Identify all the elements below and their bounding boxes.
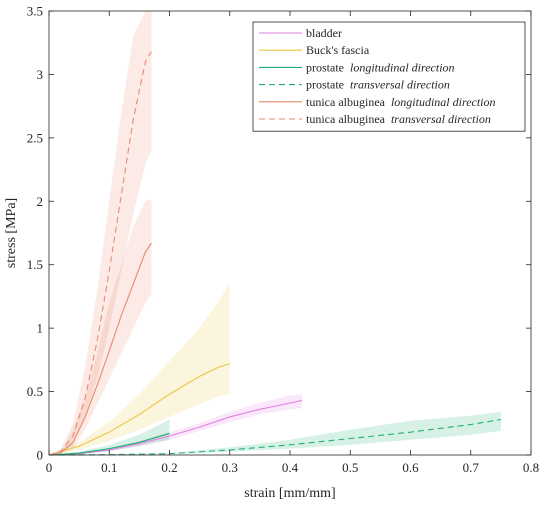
band-0 [49, 394, 303, 455]
series-line-0 [48, 399, 303, 456]
legend-label-5: tunica albuginea transversal direction [306, 112, 491, 126]
legend-label-1: Buck's fascia [306, 43, 370, 57]
series-line-5 [48, 51, 152, 456]
y-tick-label: 0 [37, 448, 44, 463]
band-3 [49, 411, 501, 455]
legend-label-main: prostate [306, 78, 344, 92]
series-lines [48, 51, 501, 456]
y-tick-label: 1 [37, 321, 44, 336]
legend-label-italic: longitudinal direction [391, 95, 496, 109]
y-tick-label: 3 [37, 67, 44, 82]
series-line-3 [48, 418, 501, 456]
series-line-1 [48, 363, 230, 456]
y-axis-ticks: 0 0.5 1 1.5 2 2.5 3 3.5 [27, 4, 531, 463]
legend-box [252, 21, 526, 132]
band-4 [49, 198, 152, 455]
x-tick-label: 0.6 [402, 460, 419, 475]
y-tick-label: 1.5 [27, 257, 43, 272]
band-5 [49, 11, 152, 455]
y-tick-label: 2 [37, 194, 44, 209]
legend-label-italic: longitudinal direction [350, 60, 455, 74]
legend-label-4: tunica albuginea longitudinal direction [306, 95, 496, 109]
x-tick-label: 0.1 [101, 460, 117, 475]
x-tick-label: 0.3 [222, 460, 238, 475]
confidence-bands [49, 11, 501, 455]
x-tick-label: 0.4 [282, 460, 299, 475]
legend-label-main: Buck's fascia [306, 43, 370, 57]
x-tick-label: 0.2 [161, 460, 177, 475]
series-line-4 [48, 242, 152, 456]
y-tick-label: 3.5 [27, 4, 43, 19]
legend-label-0: bladder [306, 26, 342, 40]
legend-label-main: bladder [306, 26, 342, 40]
series-line-2 [48, 432, 170, 456]
y-tick-label: 0.5 [27, 384, 43, 399]
x-tick-label: 0.7 [463, 460, 480, 475]
legend-label-main: tunica albuginea [306, 95, 386, 109]
band-1 [49, 283, 230, 455]
y-tick-label: 2.5 [27, 130, 43, 145]
legend-label-main: tunica albuginea [306, 112, 386, 126]
legend: bladder Buck's fascia prostate longitudinal… [252, 21, 526, 132]
legend-label-main: prostate [306, 60, 344, 74]
band-2 [49, 419, 170, 455]
x-axis-title: strain [mm/mm] [244, 486, 335, 501]
legend-label-3: prostate transversal direction [306, 78, 450, 92]
x-axis-ticks: 0 0.1 0.2 0.3 0.4 0.5 0.6 0.7 0.8 [46, 11, 539, 475]
x-tick-label: 0.5 [342, 460, 358, 475]
legend-label-italic: transversal direction [391, 112, 491, 126]
legend-label-italic: transversal direction [350, 78, 450, 92]
x-tick-label: 0 [46, 460, 53, 475]
x-tick-label: 0.8 [523, 460, 539, 475]
y-axis-title: stress [MPa] [4, 198, 19, 268]
legend-label-2: prostate longitudinal direction [306, 60, 455, 74]
